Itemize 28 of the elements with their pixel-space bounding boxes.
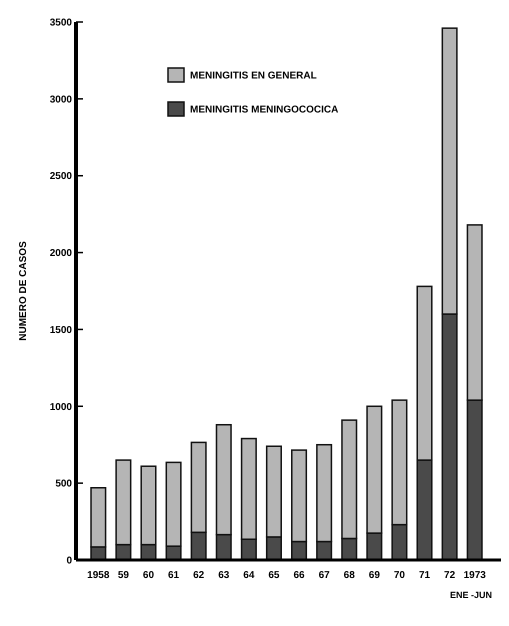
y-tick-label: 2000 [50,248,72,260]
y-tick-label: 3500 [50,18,72,28]
x-tick-label: 64 [243,570,255,581]
x-tick-label: 68 [344,570,356,581]
x-tick-label: 72 [444,570,456,581]
x-tick-label: 59 [118,570,130,581]
x-tick-label: 70 [394,570,406,581]
y-tick-label: 0 [66,556,72,566]
x-tick-label: 63 [218,570,230,581]
x-tick-label: 69 [368,570,380,581]
y-tick-label: 1000 [50,402,72,413]
text: ENE -JUN [450,590,492,600]
y-tick-label: 500 [55,478,72,490]
y-tick-label: 3000 [50,94,72,106]
y-axis-title: NUMERO DE CASOS [18,240,29,341]
x-tick-label: 61 [168,570,180,581]
x-tick-label: 65 [268,570,280,581]
y-tick-label: 1500 [50,324,72,336]
x-tick-label: 1973 [464,570,486,581]
x-tick-label: 62 [193,570,205,581]
x-tick-label: 71 [418,570,431,581]
x-tick-label: 67 [318,570,330,581]
x-tick-label: 66 [293,570,306,581]
x-tick-label: 60 [142,570,154,581]
y-tick-label: 2500 [50,171,72,182]
legend-label: MENINGITIS EN GENERAL [190,70,317,82]
x-tick-label: 1958 [87,570,110,581]
legend-label: MENINGITIS MENINGOCOCICA [190,104,338,116]
